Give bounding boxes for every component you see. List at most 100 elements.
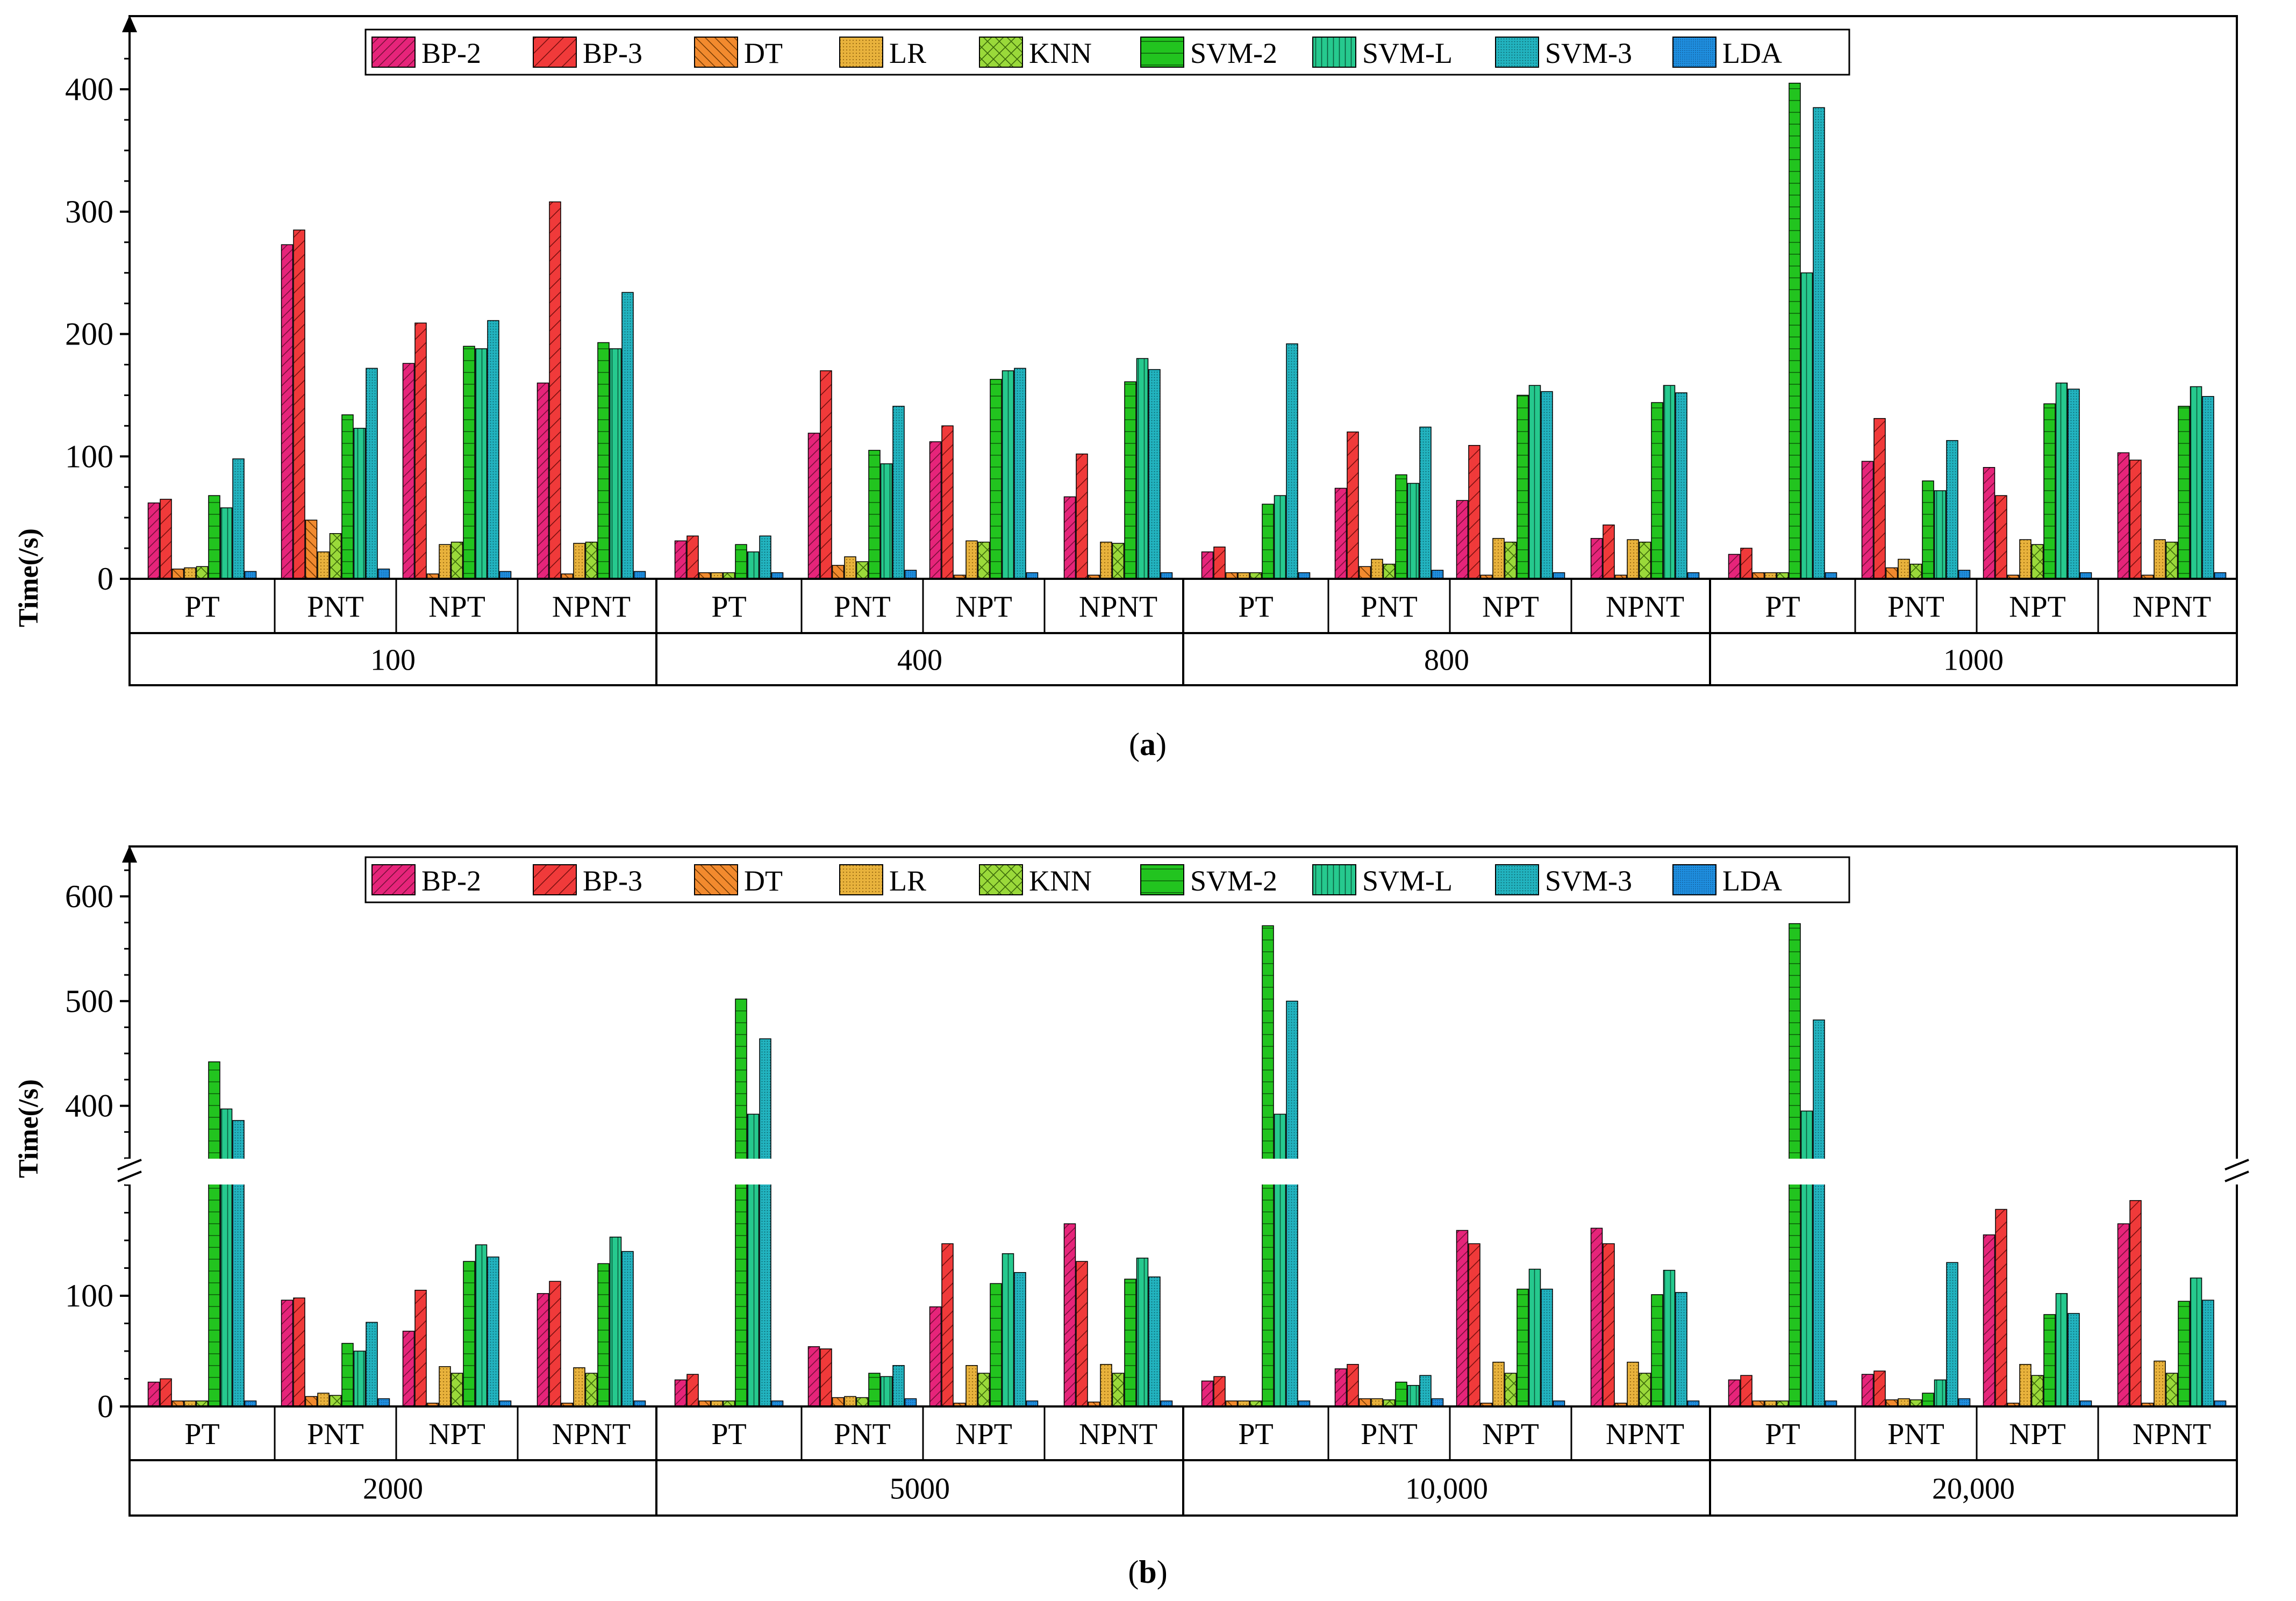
bar-1000-pnt-dt — [1885, 567, 1898, 579]
bar-break-gap — [759, 1159, 771, 1184]
legend-label: SVM-3 — [1545, 37, 1632, 69]
bar-10-000-npnt-svm-2 — [1651, 1294, 1663, 1407]
bar-2000-npt-svm-l — [475, 1244, 488, 1407]
bar-1000-pnt-bp-3 — [1873, 418, 1886, 579]
bar-5000-npnt-bp-2 — [1063, 1223, 1076, 1407]
bar-break-gap — [1813, 1159, 1825, 1184]
group-label: 10,000 — [1405, 1473, 1488, 1506]
bar-1000-pnt-svm-2 — [1922, 480, 1934, 579]
bar-2000-pt-bp-3 — [160, 1378, 172, 1407]
bar-10-000-npt-bp-2 — [1456, 1230, 1469, 1407]
legend-item-bp-2: BP-2 — [371, 864, 481, 897]
panel-b-caption: (b) — [1128, 1554, 1167, 1590]
bar-2000-pnt-lr — [317, 1392, 330, 1407]
bar-5000-pt-svm-2 — [735, 999, 747, 1407]
bar-400-pnt-svm-l — [880, 463, 893, 579]
bar-1000-npt-svm-l — [2055, 382, 2068, 579]
y-tick-label: 100 — [65, 439, 113, 474]
bar-20-000-pnt-bp-2 — [1861, 1374, 1874, 1407]
bar-2000-npnt-svm-3 — [621, 1251, 634, 1407]
bar-1000-npt-lr — [2019, 539, 2032, 579]
legend-swatch — [694, 864, 738, 895]
legend-item-lr: LR — [839, 864, 926, 897]
bar-100-npnt-bp-3 — [549, 201, 561, 579]
y-tick-label: 100 — [65, 1278, 113, 1313]
legend-swatch — [1312, 864, 1356, 895]
bar-100-npt-svm-3 — [487, 320, 499, 579]
bar-400-pt-svm-l — [747, 551, 760, 579]
axis-break-mark — [2225, 1159, 2249, 1182]
bar-10-000-pnt-svm-2 — [1395, 1381, 1407, 1407]
bar-400-npnt-svm-l — [1136, 358, 1149, 579]
legend-item-svm-l: SVM-L — [1312, 864, 1453, 897]
bar-100-npt-svm-2 — [463, 346, 475, 579]
bar-800-pnt-dt — [1358, 566, 1371, 579]
sub-category-label: NPT — [955, 1418, 1012, 1451]
legend-item-knn: KNN — [979, 864, 1092, 897]
bar-2000-npnt-bp-2 — [537, 1293, 549, 1407]
bar-100-pnt-knn — [329, 533, 342, 579]
legend-item-bp-3: BP-3 — [533, 37, 642, 69]
bar-100-npnt-svm-l — [609, 348, 622, 579]
bar-20-000-pnt-bp-3 — [1873, 1370, 1886, 1407]
bar-100-pnt-svm-l — [353, 428, 366, 579]
legend-label: DT — [744, 37, 783, 69]
bar-5000-pnt-dt — [832, 1397, 845, 1407]
bar-100-pt-svm-l — [220, 507, 233, 579]
bar-5000-npnt-lr — [1100, 1363, 1112, 1407]
bar-800-npt-bp-2 — [1456, 500, 1469, 579]
sub-category-label: PNT — [834, 591, 891, 624]
bar-100-pnt-svm-2 — [341, 414, 354, 579]
bar-1000-npt-knn — [2031, 544, 2044, 579]
bar-1000-pnt-lr — [1898, 558, 1910, 579]
bar-1000-pnt-lda — [1958, 570, 1971, 579]
bar-10-000-npnt-svm-3 — [1675, 1292, 1687, 1407]
bar-break-gap — [1274, 1159, 1286, 1184]
bar-2000-npt-lr — [439, 1366, 451, 1407]
panel-b-yaxis-arrow — [122, 845, 137, 863]
legend-swatch — [1495, 864, 1539, 895]
sub-category-label: PT — [184, 591, 219, 624]
bar-1000-npt-svm-3 — [2068, 389, 2080, 579]
legend-label: SVM-L — [1362, 37, 1453, 69]
bar-1000-npnt-svm-3 — [2202, 396, 2214, 579]
legend-label: LR — [889, 37, 926, 69]
bar-2000-npt-bp-3 — [414, 1289, 427, 1407]
bar-800-pnt-bp-3 — [1347, 431, 1359, 579]
bar-1000-pt-svm-l — [1800, 272, 1813, 579]
sub-category-label: NPNT — [1606, 1418, 1684, 1451]
bar-400-pnt-svm-3 — [892, 406, 905, 579]
bar-800-npt-svm-2 — [1517, 394, 1529, 579]
bar-800-npt-knn — [1504, 541, 1517, 579]
bar-1000-npnt-bp-3 — [2129, 460, 2142, 579]
legend-item-svm-2: SVM-2 — [1140, 864, 1277, 897]
bar-100-npnt-bp-2 — [537, 382, 549, 579]
bar-10-000-npnt-knn — [1639, 1373, 1651, 1407]
bar-5000-npnt-knn — [1112, 1373, 1125, 1407]
bar-400-npnt-bp-2 — [1063, 496, 1076, 579]
bar-2000-pt-bp-2 — [147, 1381, 160, 1407]
bar-5000-pnt-svm-l — [880, 1376, 893, 1407]
legend-item-dt: DT — [694, 37, 783, 69]
legend-label: SVM-2 — [1190, 37, 1277, 69]
bar-100-pt-knn — [196, 566, 209, 579]
bar-100-npnt-lr — [573, 543, 585, 579]
bar-10-000-pnt-svm-3 — [1419, 1375, 1432, 1407]
bar-20-000-pt-bp-2 — [1728, 1379, 1741, 1407]
bar-800-pnt-lr — [1371, 558, 1383, 579]
bar-2000-pnt-lda — [377, 1398, 390, 1407]
bar-1000-npt-bp-2 — [1983, 467, 1995, 579]
bar-break-gap — [220, 1159, 233, 1184]
legend-swatch — [979, 37, 1023, 68]
legend-label: LDA — [1722, 37, 1782, 69]
bar-20-000-pnt-svm-3 — [1946, 1262, 1958, 1407]
bar-20-000-pt-svm-l — [1800, 1110, 1813, 1407]
panel-b-bars — [147, 923, 2227, 1407]
y-tick-label: 500 — [65, 983, 113, 1019]
legend-item-bp-2: BP-2 — [371, 37, 481, 69]
sub-category-label: PT — [711, 1418, 746, 1451]
sub-category-label: PNT — [1887, 591, 1944, 624]
bar-400-npt-bp-3 — [941, 425, 954, 579]
bar-400-pt-svm-3 — [759, 535, 771, 579]
